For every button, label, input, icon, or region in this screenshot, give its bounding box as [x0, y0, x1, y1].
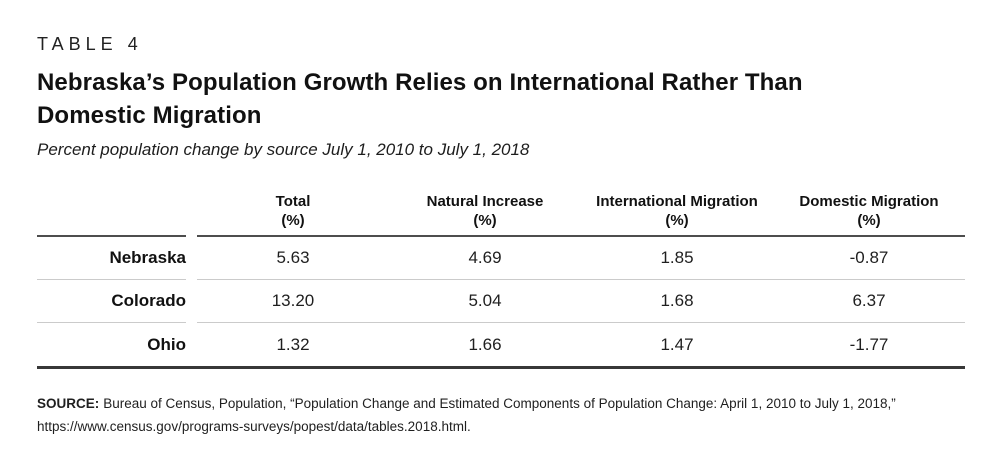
figure-title: Nebraska’s Population Growth Relies on I…: [37, 66, 965, 132]
column-gap: [186, 280, 197, 323]
column-header-label: International Migration: [596, 193, 758, 210]
row-label-colorado: Colorado: [111, 291, 186, 310]
column-gap: [186, 189, 197, 237]
row-label-nebraska: Nebraska: [109, 248, 186, 267]
source-line-1: SOURCE: Bureau of Census, Population, “Po…: [37, 392, 962, 415]
column-header-label: Domestic Migration: [799, 193, 939, 210]
figure-subtitle: Percent population change by source July…: [37, 140, 530, 159]
row-data-cells: 13.20 5.04 1.68 6.37: [197, 280, 965, 323]
row-label-box: Nebraska: [37, 237, 186, 280]
cell-ohio-domestic-migration: -1.77: [849, 334, 889, 354]
column-gap: [186, 323, 197, 366]
column-header-international-migration: International Migration (%): [581, 192, 773, 230]
population-table: Total (%) Natural Increase (%) Internati…: [37, 189, 965, 369]
row-data-cells: 5.63 4.69 1.85 -0.87: [197, 237, 965, 280]
row-label-box: Ohio: [37, 323, 186, 366]
table-number-kicker: TABLE 4: [37, 34, 143, 54]
cell-colorado-total: 13.20: [271, 291, 315, 310]
report-page: TABLE 4 Nebraska’s Population Growth Rel…: [37, 34, 965, 438]
source-url: https://www.census.gov/programs-surveys/…: [37, 419, 471, 434]
figure-title-line-1: Nebraska’s Population Growth Relies on I…: [37, 69, 803, 96]
column-header-natural-increase: Natural Increase (%): [389, 192, 581, 230]
cell-ohio-total: 1.32: [276, 334, 310, 354]
table-row-ohio: Ohio 1.32 1.66 1.47 -1.77: [37, 323, 965, 366]
column-header-unit: (%): [281, 212, 305, 229]
cell-ohio-international-migration: 1.47: [660, 334, 694, 354]
table-row-colorado: Colorado 13.20 5.04 1.68 6.37: [37, 280, 965, 323]
source-note: SOURCE: Bureau of Census, Population, “Po…: [37, 392, 962, 438]
table-header-row: Total (%) Natural Increase (%) Internati…: [37, 189, 965, 237]
table-bottom-rule: [37, 366, 965, 369]
source-text: Bureau of Census, Population, “Populatio…: [103, 396, 896, 411]
column-header-domestic-migration: Domestic Migration (%): [773, 192, 965, 230]
column-gap: [186, 237, 197, 280]
column-header-unit: (%): [857, 212, 881, 229]
column-header-label: Natural Increase: [426, 193, 544, 210]
figure-title-line-2: Domestic Migration: [37, 102, 262, 129]
column-header-unit: (%): [665, 212, 689, 229]
header-data-cells: Total (%) Natural Increase (%) Internati…: [197, 189, 965, 237]
column-header-unit: (%): [473, 212, 497, 229]
cell-colorado-international-migration: 1.68: [660, 291, 694, 310]
cell-colorado-domestic-migration: 6.37: [852, 291, 886, 310]
cell-nebraska-natural-increase: 4.69: [468, 248, 502, 267]
row-data-cells: 1.32 1.66 1.47 -1.77: [197, 323, 965, 366]
cell-ohio-natural-increase: 1.66: [468, 334, 502, 354]
row-label-box: Colorado: [37, 280, 186, 323]
column-header-total: Total (%): [197, 192, 389, 230]
table-row-nebraska: Nebraska 5.63 4.69 1.85 -0.87: [37, 237, 965, 280]
cell-nebraska-total: 5.63: [276, 248, 310, 267]
header-row-label-spacer: [37, 189, 186, 237]
cell-nebraska-international-migration: 1.85: [660, 248, 694, 267]
cell-nebraska-domestic-migration: -0.87: [849, 248, 889, 267]
column-header-label: Total: [275, 193, 311, 210]
source-label: SOURCE:: [37, 396, 100, 411]
row-label-ohio: Ohio: [147, 334, 186, 354]
cell-colorado-natural-increase: 5.04: [468, 291, 502, 310]
